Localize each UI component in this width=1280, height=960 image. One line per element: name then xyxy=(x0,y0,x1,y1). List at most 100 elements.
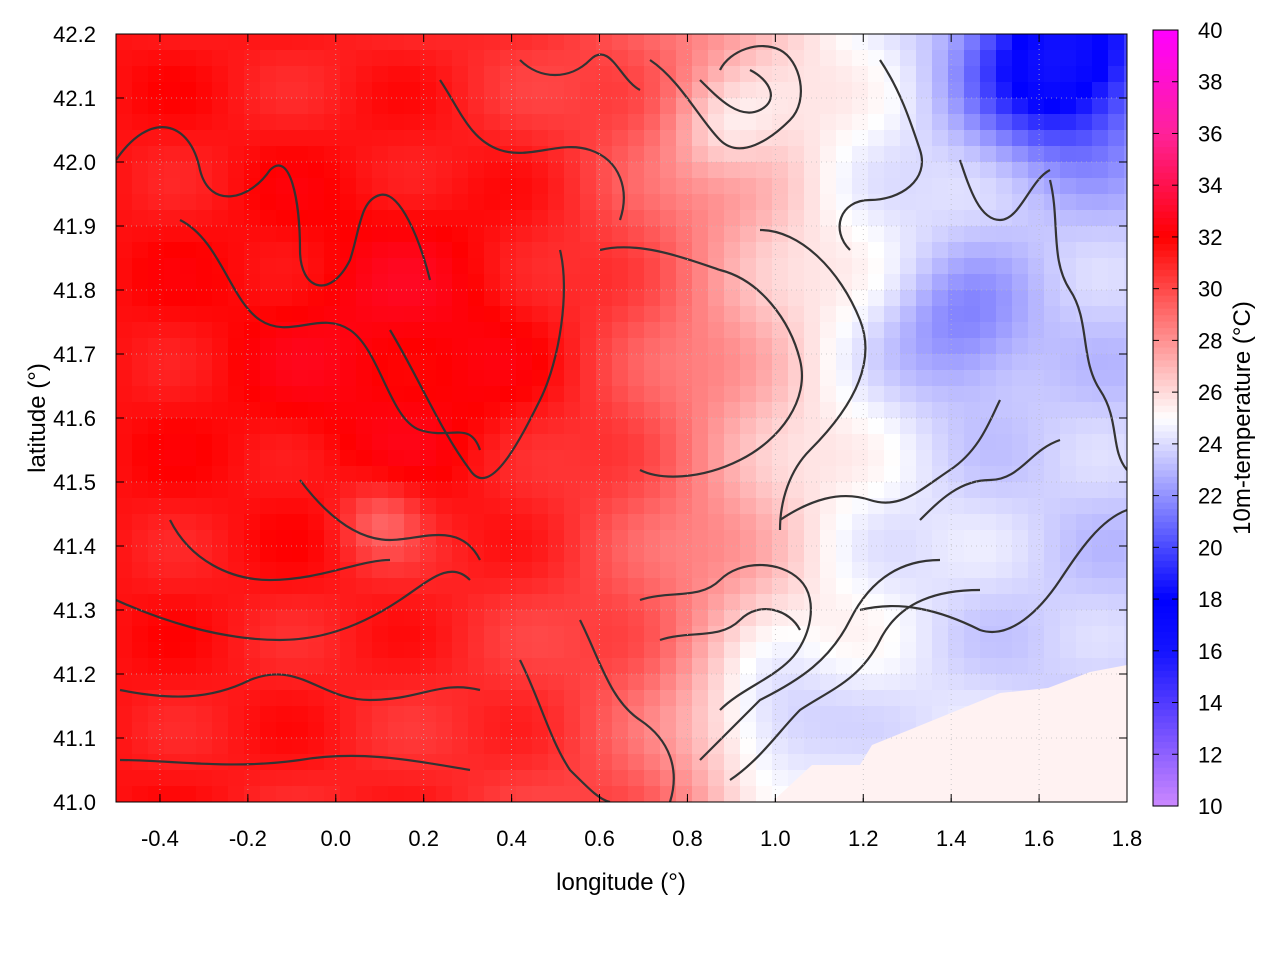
colorbar-segment xyxy=(1153,62,1178,70)
colorbar-segment xyxy=(1153,398,1178,406)
colorbar-segment xyxy=(1153,780,1178,788)
colorbar-segment xyxy=(1153,152,1178,160)
colorbar-segment xyxy=(1153,236,1178,244)
colorbar-segment xyxy=(1153,715,1178,723)
colorbar-segment xyxy=(1153,527,1178,535)
colorbar-segment xyxy=(1153,592,1178,600)
colorbar-segment xyxy=(1153,120,1178,128)
x-tick-label: 0.6 xyxy=(584,826,615,851)
colorbar-segment xyxy=(1153,430,1178,438)
y-tick-label: 41.1 xyxy=(53,726,96,751)
colorbar-segment xyxy=(1153,146,1178,154)
colorbar-segment xyxy=(1153,728,1178,736)
x-tick-label: -0.4 xyxy=(141,826,179,851)
colorbar-segment xyxy=(1153,372,1178,380)
colorbar-segment xyxy=(1153,353,1178,361)
colorbar-segment xyxy=(1153,424,1178,432)
colorbar-segment xyxy=(1153,204,1178,212)
colorbar-segment xyxy=(1153,411,1178,419)
colorbar-segment xyxy=(1153,75,1178,83)
colorbar-segment xyxy=(1153,495,1178,503)
colorbar-segment xyxy=(1153,275,1178,283)
colorbar-segment xyxy=(1153,657,1178,665)
colorbar-segment xyxy=(1153,515,1178,523)
colorbar-segment xyxy=(1153,133,1178,141)
colorbar-segment xyxy=(1153,340,1178,348)
colorbar-segment xyxy=(1153,385,1178,393)
colorbar-segment xyxy=(1153,508,1178,516)
y-tick-label: 41.4 xyxy=(53,534,96,559)
colorbar-segment xyxy=(1153,521,1178,529)
colorbar-segment xyxy=(1153,333,1178,341)
colorbar-segment xyxy=(1153,599,1178,607)
colorbar-segment xyxy=(1153,185,1178,193)
colorbar-segment xyxy=(1153,198,1178,206)
colorbar-segment xyxy=(1153,689,1178,697)
colorbar-segment xyxy=(1153,211,1178,219)
colorbar-segment xyxy=(1153,418,1178,426)
colorbar-tick-label: 28 xyxy=(1198,328,1222,353)
colorbar-segment xyxy=(1153,288,1178,296)
colorbar-segment xyxy=(1153,191,1178,199)
colorbar-segment xyxy=(1153,308,1178,316)
colorbar-segment xyxy=(1153,721,1178,729)
colorbar-segment xyxy=(1153,88,1178,96)
colorbar-segment xyxy=(1153,243,1178,251)
colorbar-segment xyxy=(1153,573,1178,581)
colorbar-segment xyxy=(1153,553,1178,561)
colorbar-segment xyxy=(1153,36,1178,44)
colorbar-segment xyxy=(1153,586,1178,594)
colorbar-segment xyxy=(1153,624,1178,632)
y-tick-label: 41.8 xyxy=(53,278,96,303)
colorbar-segment xyxy=(1153,295,1178,303)
colorbar-segment xyxy=(1153,256,1178,264)
colorbar-segment xyxy=(1153,560,1178,568)
colorbar-segment xyxy=(1153,760,1178,768)
colorbar-segment xyxy=(1153,282,1178,290)
colorbar-segment xyxy=(1153,463,1178,471)
colorbar-segment xyxy=(1153,650,1178,658)
colorbar-segment xyxy=(1153,747,1178,755)
colorbar-segment xyxy=(1153,644,1178,652)
x-axis-ticks: -0.4 -0.2 0.0 0.2 0.4 0.6 0.8 1.0 1.2 1.4 1.6 1.8 xyxy=(141,34,1142,851)
colorbar-segment xyxy=(1153,301,1178,309)
colorbar-segment xyxy=(1153,482,1178,490)
x-tick-label: -0.2 xyxy=(229,826,267,851)
colorbar-segment xyxy=(1153,114,1178,122)
colorbar-segment xyxy=(1153,696,1178,704)
colorbar-segment xyxy=(1153,502,1178,510)
colorbar-segment xyxy=(1153,224,1178,232)
colorbar-label: 10m-temperature (°C) xyxy=(1229,301,1256,535)
x-tick-label: 1.4 xyxy=(936,826,967,851)
colorbar-tick-label: 38 xyxy=(1198,70,1222,95)
y-tick-label: 41.7 xyxy=(53,342,96,367)
colorbar-segment xyxy=(1153,107,1178,115)
colorbar-segment xyxy=(1153,249,1178,257)
colorbar-segment xyxy=(1153,676,1178,684)
colorbar-segment xyxy=(1153,314,1178,322)
y-tick-label: 41.9 xyxy=(53,214,96,239)
y-tick-label: 42.1 xyxy=(53,86,96,111)
colorbar-segment xyxy=(1153,321,1178,329)
x-tick-label: 0.0 xyxy=(320,826,351,851)
colorbar-segment xyxy=(1153,217,1178,225)
x-tick-label: 0.8 xyxy=(672,826,703,851)
colorbar xyxy=(1152,29,1179,807)
colorbar-segment xyxy=(1153,476,1178,484)
colorbar-segment xyxy=(1153,637,1178,645)
colorbar-tick-label: 22 xyxy=(1198,484,1222,509)
colorbar-segment xyxy=(1153,392,1178,400)
colorbar-segment xyxy=(1153,359,1178,367)
colorbar-tick-label: 14 xyxy=(1198,691,1222,716)
colorbar-segment xyxy=(1153,450,1178,458)
y-tick-label: 41.6 xyxy=(53,406,96,431)
colorbar-segment xyxy=(1153,786,1178,794)
colorbar-tick-label: 32 xyxy=(1198,225,1222,250)
colorbar-segment xyxy=(1153,165,1178,173)
colorbar-segment xyxy=(1153,534,1178,542)
colorbar-tick-label: 16 xyxy=(1198,639,1222,664)
colorbar-segment xyxy=(1153,773,1178,781)
y-tick-label: 42.2 xyxy=(53,22,96,47)
colorbar-tick-label: 24 xyxy=(1198,432,1222,457)
colorbar-segment xyxy=(1153,618,1178,626)
